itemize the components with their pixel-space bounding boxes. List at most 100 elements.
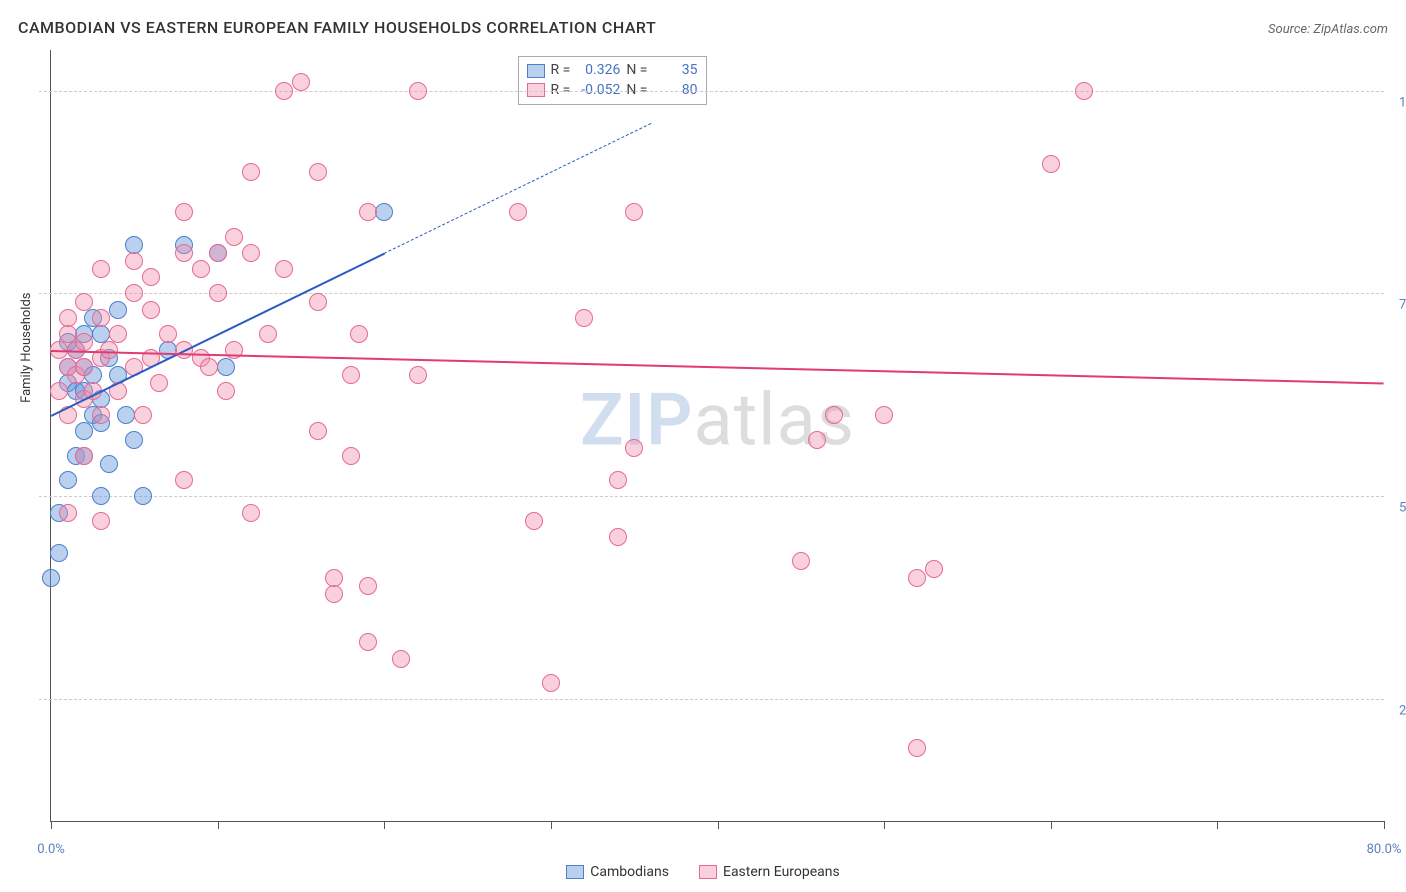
data-point <box>925 560 943 578</box>
data-point <box>75 358 93 376</box>
data-point <box>359 633 377 651</box>
n-label: N = <box>626 61 647 81</box>
data-point <box>200 358 218 376</box>
data-point <box>142 301 160 319</box>
swatch-icon <box>566 865 584 879</box>
data-point <box>217 382 235 400</box>
data-point <box>109 325 127 343</box>
data-point <box>92 260 110 278</box>
x-tick-label: 80.0% <box>1367 842 1402 857</box>
data-point <box>350 325 368 343</box>
data-point <box>309 163 327 181</box>
source-attribution: Source: ZipAtlas.com <box>1268 22 1388 37</box>
data-point <box>100 455 118 473</box>
data-point <box>175 471 193 489</box>
data-point <box>75 447 93 465</box>
data-point <box>75 333 93 351</box>
data-point <box>542 674 560 692</box>
gridline <box>39 496 1384 497</box>
trend-line <box>51 350 1384 384</box>
data-point <box>875 406 893 424</box>
x-tick <box>1051 821 1052 829</box>
data-point <box>92 309 110 327</box>
data-point <box>92 512 110 530</box>
data-point <box>209 284 227 302</box>
data-point <box>609 471 627 489</box>
y-tick-label: 75.0% <box>1399 298 1406 313</box>
data-point <box>242 504 260 522</box>
data-point <box>392 650 410 668</box>
data-point <box>217 358 235 376</box>
data-point <box>109 301 127 319</box>
data-point <box>625 439 643 457</box>
data-point <box>142 268 160 286</box>
x-tick <box>718 821 719 829</box>
legend: CambodiansEastern Europeans <box>0 864 1406 880</box>
data-point <box>175 203 193 221</box>
data-point <box>359 203 377 221</box>
y-tick-label: 50.0% <box>1399 501 1406 516</box>
data-point <box>125 252 143 270</box>
swatch-icon <box>527 64 545 78</box>
data-point <box>1042 155 1060 173</box>
y-axis-title: Family Households <box>19 292 34 402</box>
data-point <box>808 431 826 449</box>
correlation-stats-box: R =0.326 N =35R =-0.052 N =80 <box>518 56 707 105</box>
x-tick <box>51 821 52 829</box>
x-tick <box>1217 821 1218 829</box>
data-point <box>134 487 152 505</box>
data-point <box>117 406 135 424</box>
data-point <box>908 739 926 757</box>
x-tick <box>218 821 219 829</box>
gridline <box>39 699 1384 700</box>
data-point <box>50 382 68 400</box>
chart-title: CAMBODIAN VS EASTERN EUROPEAN FAMILY HOU… <box>18 18 656 37</box>
trend-line-extrapolated <box>384 123 651 254</box>
x-tick <box>384 821 385 829</box>
data-point <box>342 447 360 465</box>
data-point <box>609 528 627 546</box>
data-point <box>825 406 843 424</box>
data-point <box>908 569 926 587</box>
data-point <box>225 228 243 246</box>
r-label: R = <box>551 61 571 81</box>
data-point <box>125 431 143 449</box>
legend-item: Eastern Europeans <box>699 864 840 880</box>
data-point <box>92 487 110 505</box>
data-point <box>792 552 810 570</box>
data-point <box>134 406 152 424</box>
gridline <box>39 91 1384 92</box>
stats-row: R =0.326 N = 35 <box>527 61 698 81</box>
data-point <box>375 203 393 221</box>
x-tick-label: 0.0% <box>37 842 65 857</box>
data-point <box>625 203 643 221</box>
r-value: 0.326 <box>576 61 620 81</box>
data-point <box>209 244 227 262</box>
data-point <box>325 569 343 587</box>
n-value: 35 <box>654 61 698 81</box>
data-point <box>192 260 210 278</box>
watermark: ZIPatlas <box>580 378 855 463</box>
data-point <box>59 504 77 522</box>
data-point <box>242 163 260 181</box>
x-tick <box>551 821 552 829</box>
data-point <box>75 422 93 440</box>
data-point <box>409 82 427 100</box>
data-point <box>359 577 377 595</box>
y-tick-label: 100.0% <box>1399 95 1406 110</box>
data-point <box>409 366 427 384</box>
data-point <box>159 325 177 343</box>
data-point <box>575 309 593 327</box>
data-point <box>59 471 77 489</box>
data-point <box>292 73 310 91</box>
scatter-plot-area: ZIPatlas Family Households R =0.326 N =3… <box>50 50 1384 822</box>
data-point <box>309 293 327 311</box>
data-point <box>92 406 110 424</box>
data-point <box>525 512 543 530</box>
y-tick-label: 25.0% <box>1399 704 1406 719</box>
gridline <box>39 293 1384 294</box>
data-point <box>275 260 293 278</box>
data-point <box>42 569 60 587</box>
data-point <box>509 203 527 221</box>
x-tick <box>884 821 885 829</box>
